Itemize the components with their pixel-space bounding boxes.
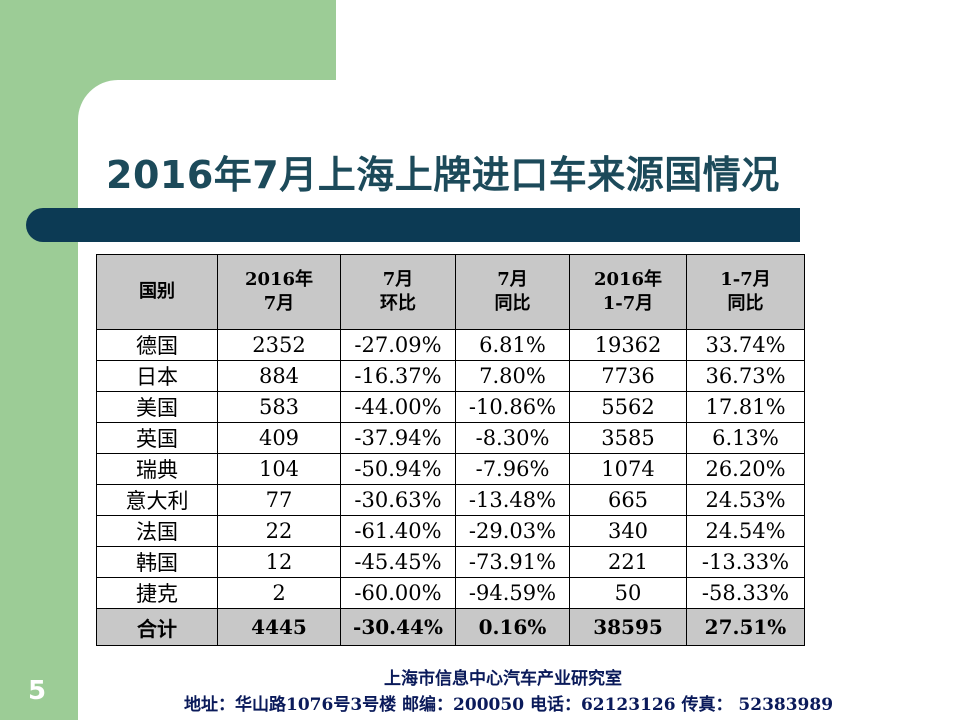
total-july: 4445 <box>217 608 341 646</box>
cell-mom: -37.94% <box>340 422 456 454</box>
cell-yoy: -94.59% <box>455 577 570 609</box>
cell-yoy: -73.91% <box>455 546 570 578</box>
cell-yoy: 7.80% <box>455 360 570 392</box>
title-underline-bar <box>26 208 800 242</box>
cell-ytd-yoy: 26.20% <box>686 453 805 485</box>
cell-ytd: 5562 <box>569 391 687 423</box>
header-2016-jan-jul: 2016年 1-7月 <box>569 254 687 330</box>
cell-ytd-yoy: 33.74% <box>686 329 805 361</box>
table-total-row: 合计 4445 -30.44% 0.16% 38595 27.51% <box>96 608 805 646</box>
cell-mom: -30.63% <box>340 484 456 516</box>
cell-july: 583 <box>217 391 341 423</box>
cell-ytd-yoy: 36.73% <box>686 360 805 392</box>
cell-mom: -44.00% <box>340 391 456 423</box>
header-july-yoy: 7月 同比 <box>455 254 570 330</box>
cell-july: 12 <box>217 546 341 578</box>
cell-country: 意大利 <box>96 484 218 516</box>
cell-mom: -27.09% <box>340 329 456 361</box>
cell-ytd: 221 <box>569 546 687 578</box>
footer-contact: 地址：华山路1076号3号楼 邮编：200050 电话：62123126 传真：… <box>184 695 834 715</box>
cell-country: 法国 <box>96 515 218 547</box>
footer-organization: 上海市信息中心汽车产业研究室 <box>384 669 622 689</box>
cell-ytd: 19362 <box>569 329 687 361</box>
cell-july: 2352 <box>217 329 341 361</box>
table-row: 瑞典 104 -50.94% -7.96% 1074 26.20% <box>96 453 805 485</box>
cell-country: 英国 <box>96 422 218 454</box>
table-row: 英国 409 -37.94% -8.30% 3585 6.13% <box>96 422 805 454</box>
cell-yoy: -7.96% <box>455 453 570 485</box>
cell-yoy: 6.81% <box>455 329 570 361</box>
cell-country: 美国 <box>96 391 218 423</box>
cell-july: 104 <box>217 453 341 485</box>
table-row: 法国 22 -61.40% -29.03% 340 24.54% <box>96 515 805 547</box>
cell-ytd-yoy: 6.13% <box>686 422 805 454</box>
cell-yoy: -13.48% <box>455 484 570 516</box>
total-mom: -30.44% <box>340 608 456 646</box>
cell-yoy: -8.30% <box>455 422 570 454</box>
cell-ytd: 665 <box>569 484 687 516</box>
slide-title: 2016年7月上海上牌进口车来源国情况 <box>106 153 780 197</box>
total-yoy: 0.16% <box>455 608 570 646</box>
cell-country: 日本 <box>96 360 218 392</box>
cell-july: 22 <box>217 515 341 547</box>
cell-mom: -50.94% <box>340 453 456 485</box>
cell-ytd-yoy: 24.54% <box>686 515 805 547</box>
table-row: 美国 583 -44.00% -10.86% 5562 17.81% <box>96 391 805 423</box>
table-header-row: 国别 2016年 7月 7月 环比 7月 同比 2016年 1-7月 1-7月 同比 <box>96 254 805 330</box>
cell-country: 捷克 <box>96 577 218 609</box>
table-row: 日本 884 -16.37% 7.80% 7736 36.73% <box>96 360 805 392</box>
cell-mom: -16.37% <box>340 360 456 392</box>
cell-mom: -61.40% <box>340 515 456 547</box>
cell-ytd: 1074 <box>569 453 687 485</box>
cell-mom: -60.00% <box>340 577 456 609</box>
cell-yoy: -10.86% <box>455 391 570 423</box>
cell-ytd-yoy: 17.81% <box>686 391 805 423</box>
cell-country: 德国 <box>96 329 218 361</box>
page-number: 5 <box>28 676 47 706</box>
import-car-source-table: 国别 2016年 7月 7月 环比 7月 同比 2016年 1-7月 1-7月 同比 德国… <box>96 254 805 646</box>
top-background <box>336 0 960 80</box>
cell-yoy: -29.03% <box>455 515 570 547</box>
cell-ytd: 7736 <box>569 360 687 392</box>
cell-july: 2 <box>217 577 341 609</box>
header-2016-july: 2016年 7月 <box>217 254 341 330</box>
cell-mom: -45.45% <box>340 546 456 578</box>
total-ytd: 38595 <box>569 608 687 646</box>
cell-july: 884 <box>217 360 341 392</box>
cell-country: 瑞典 <box>96 453 218 485</box>
cell-july: 77 <box>217 484 341 516</box>
cell-ytd-yoy: -13.33% <box>686 546 805 578</box>
table-row: 韩国 12 -45.45% -73.91% 221 -13.33% <box>96 546 805 578</box>
cell-ytd: 340 <box>569 515 687 547</box>
table-row: 意大利 77 -30.63% -13.48% 665 24.53% <box>96 484 805 516</box>
cell-ytd: 3585 <box>569 422 687 454</box>
header-country: 国别 <box>96 254 218 330</box>
cell-ytd-yoy: 24.53% <box>686 484 805 516</box>
cell-country: 韩国 <box>96 546 218 578</box>
cell-july: 409 <box>217 422 341 454</box>
cell-ytd: 50 <box>569 577 687 609</box>
cell-ytd-yoy: -58.33% <box>686 577 805 609</box>
total-label: 合计 <box>96 608 218 646</box>
header-jan-jul-yoy: 1-7月 同比 <box>686 254 805 330</box>
table-row: 德国 2352 -27.09% 6.81% 19362 33.74% <box>96 329 805 361</box>
table-row: 捷克 2 -60.00% -94.59% 50 -58.33% <box>96 577 805 609</box>
total-ytd-yoy: 27.51% <box>686 608 805 646</box>
header-july-mom: 7月 环比 <box>340 254 456 330</box>
